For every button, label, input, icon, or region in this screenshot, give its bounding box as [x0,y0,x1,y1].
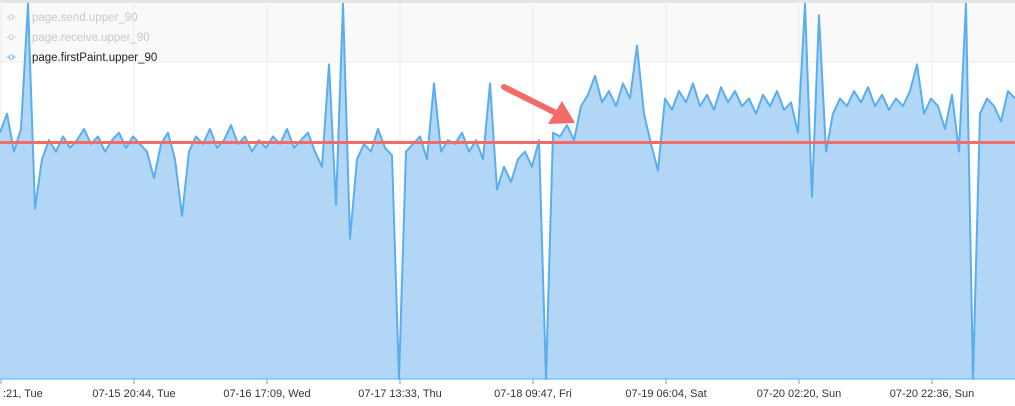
legend-marker-icon: -o- [6,12,16,23]
annotation-arrow [501,84,575,124]
plot-top-border [0,0,1015,3]
x-axis: :21, Tue 07-15 20:44, Tue 07-16 17:09, Wed… [0,379,974,400]
series-area [0,3,1015,380]
legend-marker-icon: -o- [6,52,16,63]
legend-label: page.send.upper_90 [32,12,138,24]
legend-label: page.firstPaint.upper_90 [32,52,158,64]
x-tick-label: 07-20 22:36, Sun [890,388,974,400]
x-tick-label: 07-15 20:44, Tue [92,388,175,400]
legend-marker-icon: -o- [6,32,16,43]
x-tick-label: 07-16 17:09, Wed [223,388,310,400]
legend-item-receive[interactable]: -o- page.receive.upper_90 [6,28,157,48]
x-tick-label: 07-18 09:47, Fri [494,388,572,400]
plot-top-band [0,0,1015,62]
legend-label: page.receive.upper_90 [32,32,150,44]
legend-item-send[interactable]: -o- page.send.upper_90 [6,8,157,28]
legend: -o- page.send.upper_90 -o- page.receive.… [6,8,157,68]
x-tick-label: 07-20 02:20, Sun [757,388,841,400]
x-tick-label: 07-19 06:04, Sat [625,388,706,400]
series-line [0,2,1015,380]
x-tick-label: 07-17 13:33, Thu [358,388,442,400]
x-tick-label: :21, Tue [3,388,43,400]
legend-item-firstpaint[interactable]: -o- page.firstPaint.upper_90 [6,48,157,68]
